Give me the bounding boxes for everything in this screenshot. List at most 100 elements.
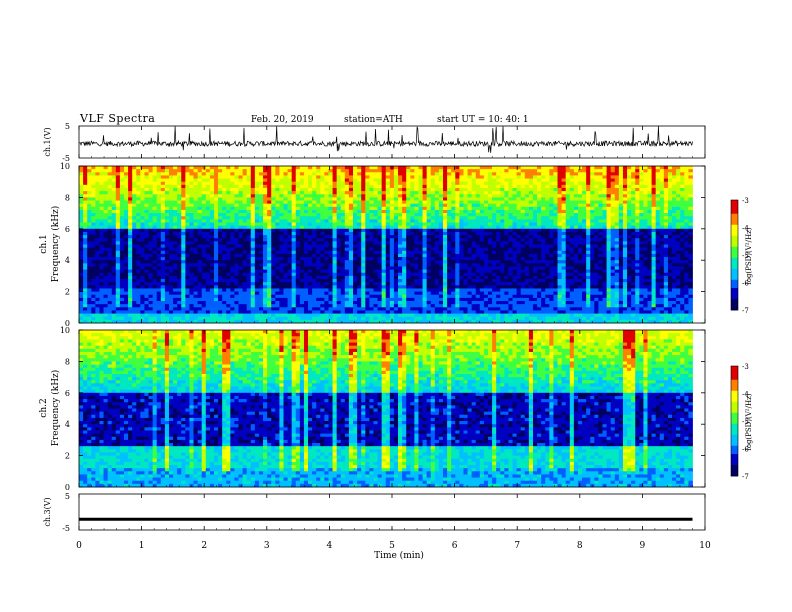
- spectrogram-cell: [185, 184, 190, 189]
- spectrogram-cell: [639, 184, 644, 189]
- spectrogram-cell: [663, 263, 669, 267]
- spectrogram-cell: [487, 225, 493, 230]
- spectrogram-cell: [443, 235, 448, 239]
- spectrogram-cell: [197, 266, 203, 271]
- spectrogram-cell: [348, 222, 354, 227]
- spectrogram-cell: [193, 169, 199, 173]
- spectrogram-cell: [672, 191, 677, 195]
- spectrogram-cell: [557, 213, 562, 217]
- spectrogram-cell: [340, 228, 346, 233]
- spectrogram-cell: [369, 209, 374, 214]
- spectrogram-cell: [283, 175, 288, 179]
- spectrogram-cell: [676, 263, 681, 267]
- spectrogram-cell: [508, 222, 513, 227]
- spectrogram-cell: [422, 241, 428, 245]
- spectrogram-cell: [684, 172, 689, 176]
- spectrogram-cell: [246, 235, 252, 239]
- spectrogram-cell: [590, 184, 595, 189]
- spectrogram-cell: [103, 216, 109, 220]
- spectrogram-cell: [627, 197, 632, 201]
- spectrogram-cell: [177, 219, 182, 223]
- spectrogram-cell: [332, 191, 338, 195]
- spectrogram-cell: [528, 206, 534, 211]
- spectrogram-cell: [651, 166, 657, 170]
- spectrogram-cell: [189, 187, 194, 192]
- spectrogram-cell: [213, 166, 219, 170]
- spectrogram-cell: [598, 247, 603, 252]
- spectrogram-cell: [103, 184, 109, 189]
- spectrogram-cell: [569, 172, 575, 176]
- spectrogram-cell: [140, 222, 145, 227]
- spectrogram-cell: [238, 194, 243, 198]
- spectrogram-cell: [303, 231, 309, 236]
- spectrogram-cell: [586, 169, 591, 173]
- spectrogram-cell: [348, 169, 354, 173]
- spectrogram-cell: [422, 181, 428, 186]
- spectrogram-cell: [193, 181, 199, 186]
- spectrogram-cell: [123, 253, 129, 258]
- spectrogram-cell: [627, 209, 632, 214]
- spectrogram-cell: [369, 203, 374, 208]
- spectrogram-cell: [357, 194, 362, 198]
- spectrogram-cell: [267, 175, 272, 179]
- spectrogram-cell: [614, 184, 620, 189]
- spectrogram-cell: [610, 216, 616, 220]
- spectrogram-cell: [181, 194, 186, 198]
- spectrogram-cell: [91, 194, 96, 198]
- spectrogram-cell: [222, 263, 227, 267]
- spectrogram-cell: [258, 225, 264, 230]
- spectrogram-cell: [263, 257, 268, 261]
- spectrogram-cell: [561, 247, 567, 252]
- spectrogram-cell: [414, 178, 419, 183]
- spectrogram-cell: [320, 194, 325, 198]
- spectrogram-cell: [483, 250, 489, 255]
- spectrogram-cell: [250, 257, 256, 261]
- spectrogram-cell: [353, 253, 358, 258]
- spectrogram-cell: [602, 213, 607, 217]
- spectrogram-cell: [144, 235, 149, 239]
- spectrogram-cell: [291, 197, 297, 201]
- spectrogram-cell: [643, 175, 648, 179]
- spectrogram-cell: [414, 241, 419, 245]
- spectrogram-cell: [516, 225, 522, 230]
- spectrogram-cell: [618, 228, 624, 233]
- spectrogram-cell: [438, 260, 444, 264]
- spectrogram-cell: [402, 250, 407, 255]
- spectrogram-cell: [148, 175, 154, 179]
- spectrogram-cell: [455, 260, 460, 264]
- spectrogram-cell: [627, 194, 632, 198]
- spectrogram-cell: [651, 172, 657, 176]
- spectrogram-cell: [672, 219, 677, 223]
- spectrogram-cell: [418, 235, 423, 239]
- spectrogram-cell: [647, 187, 652, 192]
- spectrogram-cell: [479, 213, 485, 217]
- spectrogram-cell: [189, 172, 194, 176]
- spectrogram-cell: [569, 209, 575, 214]
- spectrogram-cell: [549, 194, 554, 198]
- spectrogram-cell: [406, 200, 411, 205]
- spectrogram-cell: [99, 213, 104, 217]
- spectrogram-cell: [193, 231, 199, 236]
- spectrogram-cell: [672, 222, 677, 227]
- spectrogram-cell: [475, 241, 481, 245]
- spectrogram-cell: [443, 175, 448, 179]
- spectrogram-cell: [475, 184, 481, 189]
- spectrogram-cell: [389, 181, 395, 186]
- spectrogram-cell: [577, 231, 583, 236]
- spectrogram-cell: [561, 219, 567, 223]
- spectrogram-cell: [128, 247, 133, 252]
- spectrogram-cell: [426, 191, 432, 195]
- spectrogram-cell: [647, 175, 652, 179]
- spectrogram-cell: [168, 203, 174, 208]
- spectrogram-cell: [520, 213, 526, 217]
- spectrogram-cell: [148, 194, 154, 198]
- spectrogram-cell: [659, 197, 665, 201]
- spectrogram-cell: [676, 197, 681, 201]
- spectrogram-cell: [148, 206, 154, 211]
- spectrogram-cell: [173, 241, 178, 245]
- spectrogram-cell: [181, 181, 186, 186]
- spectrogram-cell: [185, 172, 190, 176]
- spectrogram-cell: [295, 216, 301, 220]
- spectrogram-cell: [377, 244, 383, 249]
- spectrogram-cell: [181, 206, 186, 211]
